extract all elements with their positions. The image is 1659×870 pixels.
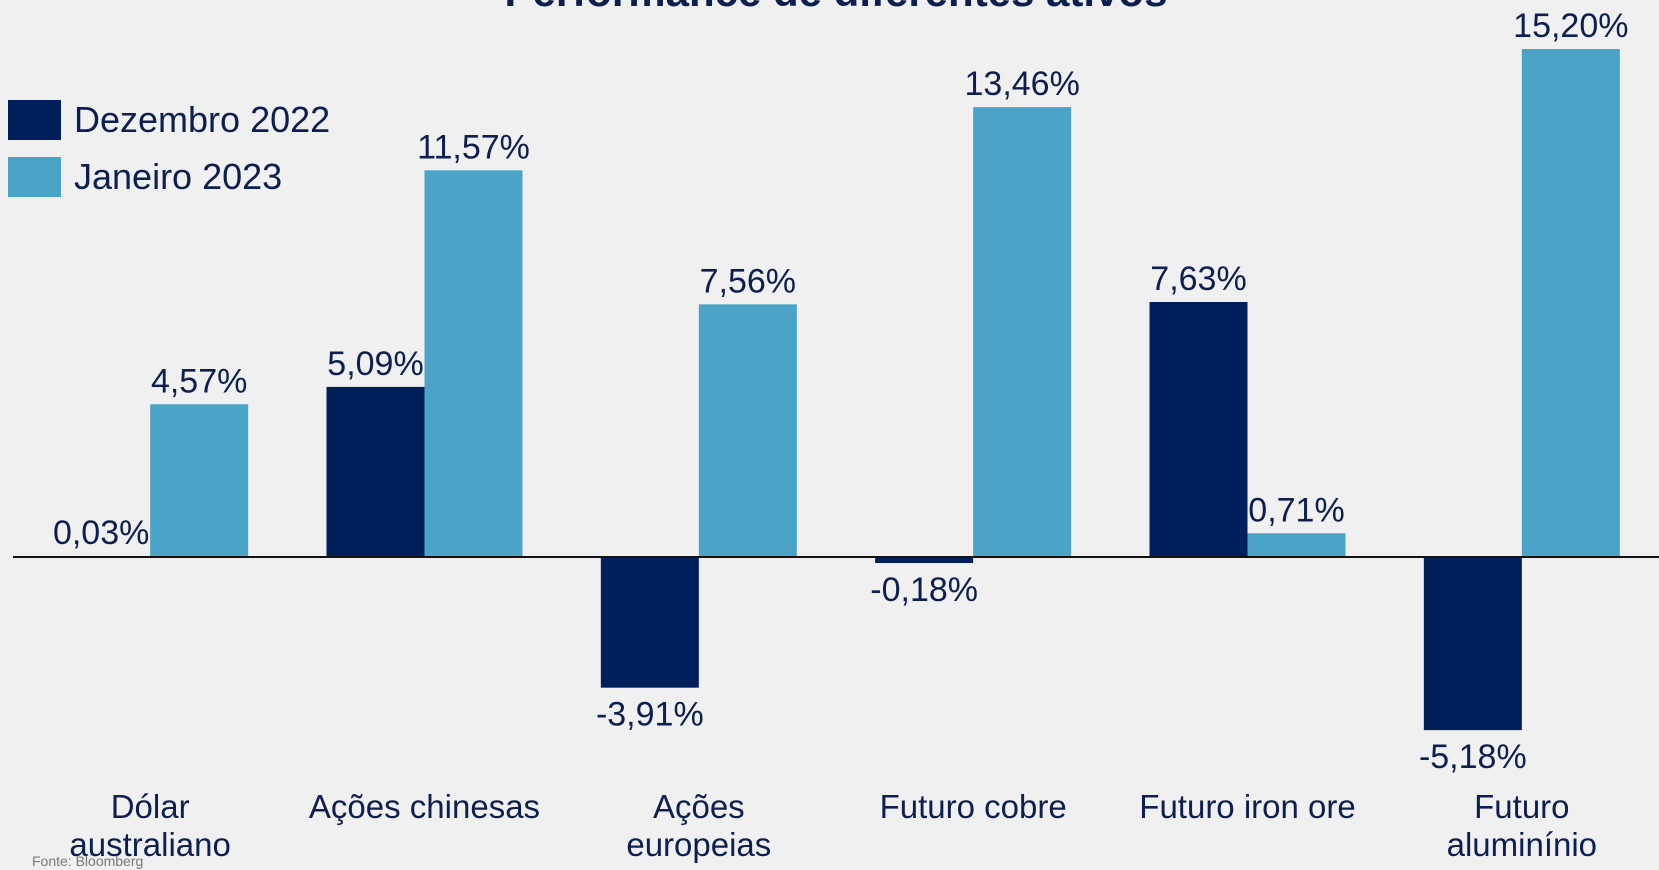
- legend-label: Janeiro 2023: [74, 156, 282, 197]
- bar: [1521, 49, 1620, 557]
- x-tick-label: Futuro cobre: [879, 788, 1067, 825]
- value-label: 0,03%: [53, 514, 149, 552]
- value-label: 5,09%: [327, 345, 423, 383]
- bar: [600, 557, 699, 688]
- x-tick-label: Dólar australiano: [69, 788, 231, 863]
- value-label: 7,56%: [700, 262, 796, 300]
- value-label: -5,18%: [1419, 738, 1527, 776]
- value-label: 11,57%: [417, 128, 530, 166]
- x-tick-label: Ações europeias: [626, 788, 772, 863]
- bar: [698, 304, 797, 557]
- legend-swatch: [8, 157, 61, 197]
- chart-title: Performance de diferentes ativos: [505, 0, 1168, 15]
- value-label: 15,20%: [1513, 7, 1628, 45]
- bar: [875, 557, 974, 564]
- value-label: -3,91%: [596, 696, 704, 734]
- bar: [973, 107, 1072, 557]
- bar: [424, 170, 523, 557]
- bar: [150, 404, 249, 557]
- bar: [1423, 557, 1522, 731]
- source: Fonte: Bloomberg: [32, 853, 143, 869]
- legend-swatch: [8, 100, 61, 140]
- value-label: 0,71%: [1248, 491, 1344, 529]
- x-tick-label: Futuro iron ore: [1139, 788, 1356, 825]
- value-label: 4,57%: [151, 362, 247, 400]
- x-tick-label: Ações chinesas: [308, 788, 541, 825]
- bar: [1149, 301, 1248, 557]
- bar: [326, 386, 425, 557]
- legend-label: Dezembro 2022: [74, 99, 330, 140]
- x-tick-label: Futuro aluminínio: [1446, 788, 1598, 863]
- value-label: 7,63%: [1150, 260, 1246, 298]
- bar: [1247, 533, 1346, 557]
- value-label: 13,46%: [965, 65, 1080, 103]
- value-label: -0,18%: [870, 571, 978, 609]
